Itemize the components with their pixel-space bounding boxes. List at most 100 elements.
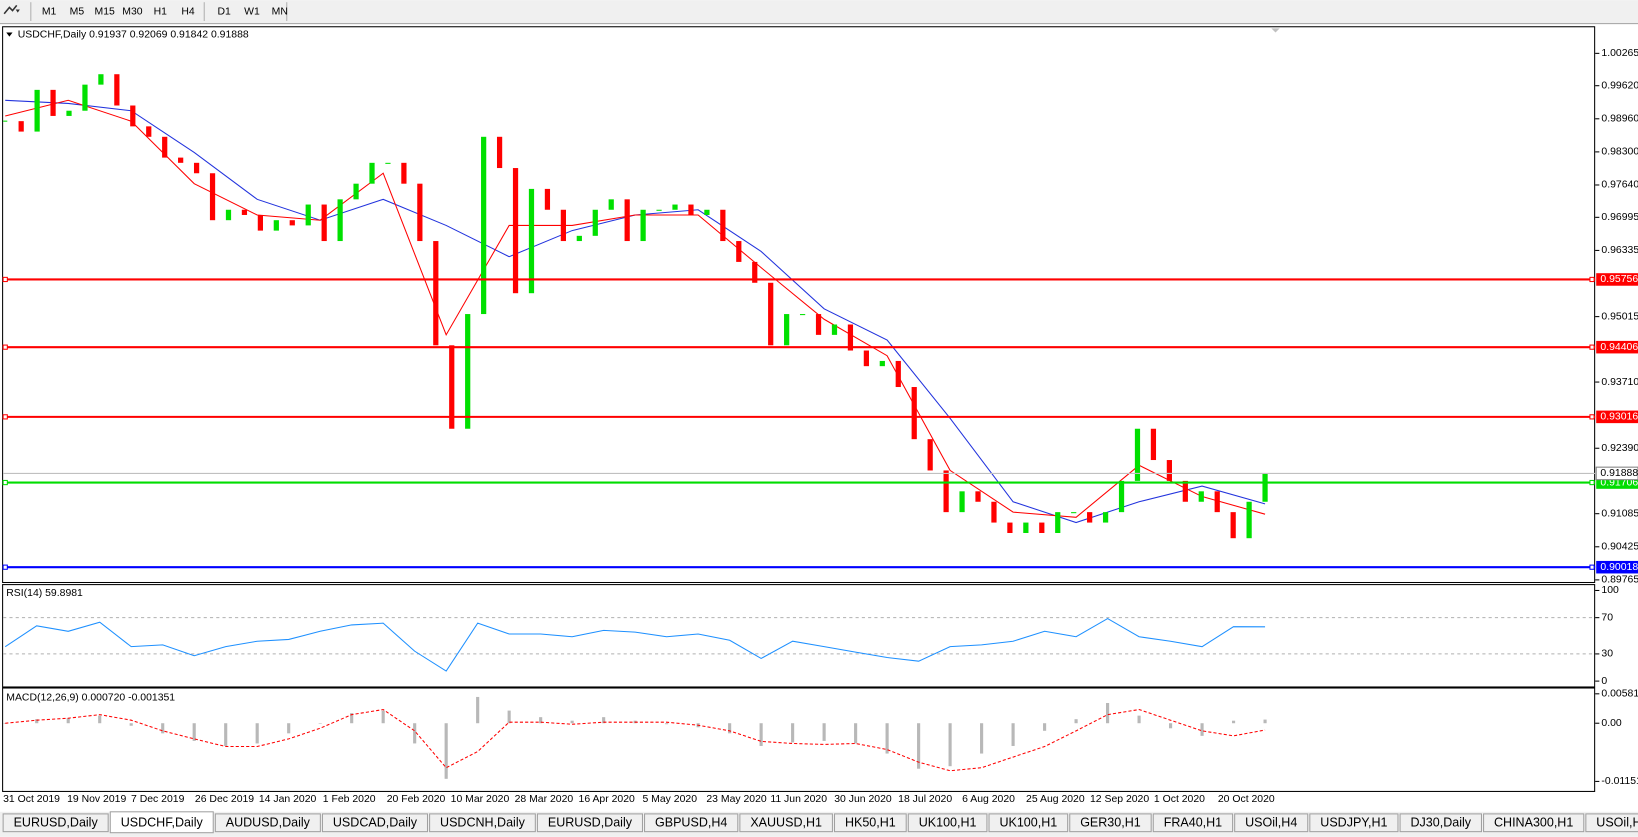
candle	[704, 209, 710, 215]
level-handle	[2, 344, 8, 350]
candle	[672, 204, 678, 210]
candle	[18, 121, 24, 132]
candle	[1087, 512, 1093, 523]
candle	[496, 136, 503, 169]
tab[interactable]: EURUSD,Daily	[536, 813, 643, 833]
level-label: 0.93016	[1600, 412, 1638, 423]
tab-label: USDCNH,Daily	[440, 816, 526, 830]
macd-bar	[948, 723, 952, 767]
x-tick-label: 28 Mar 2020	[515, 794, 574, 805]
x-tick-label: 7 Dec 2019	[131, 794, 185, 805]
candle	[592, 209, 598, 236]
candle	[847, 324, 854, 351]
macd-bar	[1011, 723, 1015, 746]
tool-dropdown[interactable]	[15, 9, 20, 13]
y-tick-label: 0.92390	[1601, 443, 1638, 454]
candle	[305, 204, 311, 226]
tab-label: USOil,H4	[1245, 816, 1297, 830]
macd-bar	[1169, 723, 1173, 729]
tab-background	[1309, 813, 1399, 833]
candle	[1118, 480, 1125, 513]
toolbar	[0, 0, 1638, 24]
tab[interactable]: USDCNH,Daily	[429, 813, 536, 833]
tab[interactable]: AUDUSD,Daily	[214, 813, 321, 833]
tab[interactable]: XAUUSD,H1	[739, 813, 833, 833]
timeframe-button[interactable]: H1	[154, 6, 168, 17]
tab-label: USDCAD,Daily	[333, 816, 418, 830]
timeframe-button[interactable]: M5	[70, 6, 85, 17]
tab-background	[109, 811, 214, 834]
candle	[1150, 428, 1157, 461]
candle	[544, 188, 551, 210]
tab[interactable]: CHINA300,H1	[1483, 813, 1585, 833]
candle	[209, 173, 216, 221]
x-tick-label: 11 Jun 2020	[770, 794, 827, 805]
candle	[257, 214, 263, 231]
macd-bar	[66, 718, 70, 724]
y-tick-label: 0.90425	[1601, 542, 1638, 553]
rsi-line	[4, 617, 1266, 672]
macd-bar	[1043, 723, 1047, 731]
tab-label: AUDUSD,Daily	[226, 816, 311, 830]
candle	[927, 439, 933, 471]
tab[interactable]: GER30,H1	[1069, 813, 1152, 833]
candle	[34, 89, 40, 132]
macd-bar	[759, 723, 763, 746]
tab-background	[644, 813, 739, 833]
macd-bar	[224, 723, 228, 746]
tab[interactable]: UK100,H1	[988, 813, 1069, 833]
tab[interactable]: EURUSD,Daily	[2, 813, 109, 833]
tab[interactable]: HK50,H1	[833, 813, 907, 833]
timeframe-button[interactable]: H4	[181, 6, 195, 17]
tab-background	[429, 813, 536, 833]
tab[interactable]: FRA40,H1	[1152, 813, 1234, 833]
candle	[831, 324, 838, 335]
tab[interactable]: GBPUSD,H4	[644, 813, 739, 833]
candle	[608, 199, 614, 210]
candle	[1071, 512, 1077, 514]
candle	[784, 314, 790, 346]
level-label: 0.95756	[1600, 274, 1638, 285]
timeframe-button[interactable]: M30	[122, 6, 142, 17]
tab[interactable]: USDCAD,Daily	[321, 813, 429, 833]
title-marker	[6, 32, 13, 37]
candle	[146, 126, 152, 137]
tab[interactable]: USDJPY,H1	[1309, 813, 1399, 833]
candle	[1055, 512, 1061, 533]
y-tick-label: 70	[1601, 612, 1613, 623]
candle	[353, 183, 359, 200]
tool-icon[interactable]	[3, 4, 18, 15]
candle	[114, 74, 120, 106]
tab[interactable]: DJ30,Daily	[1399, 813, 1483, 833]
macd-bar	[129, 723, 133, 726]
timeframe-button[interactable]: M15	[95, 6, 115, 17]
y-tick-label: 1.00265	[1601, 48, 1638, 59]
candle	[576, 235, 582, 242]
candle	[1262, 473, 1268, 502]
tab-background	[739, 813, 833, 833]
candle	[895, 360, 901, 388]
macd-bar	[728, 723, 732, 734]
tab-label: FRA40,H1	[1164, 816, 1222, 830]
candle	[417, 183, 423, 242]
timeframe-button[interactable]: M1	[42, 6, 57, 17]
x-tick-label: 5 May 2020	[642, 794, 697, 805]
candle	[401, 162, 407, 184]
tab[interactable]: USOil,H4	[1234, 813, 1309, 833]
candle	[1198, 491, 1204, 502]
y-tick-label: 30	[1601, 649, 1613, 660]
y-tick-label: 0	[1601, 676, 1607, 687]
candle	[1039, 522, 1045, 533]
tab[interactable]: USOil,H1	[1585, 813, 1638, 833]
macd-bar	[3, 723, 7, 724]
timeframe-button[interactable]: W1	[244, 6, 260, 17]
macd-bar	[1137, 715, 1141, 724]
y-tick-label: 0.97640	[1601, 180, 1638, 191]
timeframe-button[interactable]: D1	[218, 6, 232, 17]
x-tick-label: 6 Aug 2020	[962, 794, 1015, 805]
timeframe-button[interactable]: MN	[272, 6, 288, 17]
tab[interactable]: USDCHF,Daily	[109, 811, 214, 834]
tab[interactable]: UK100,H1	[907, 813, 988, 833]
